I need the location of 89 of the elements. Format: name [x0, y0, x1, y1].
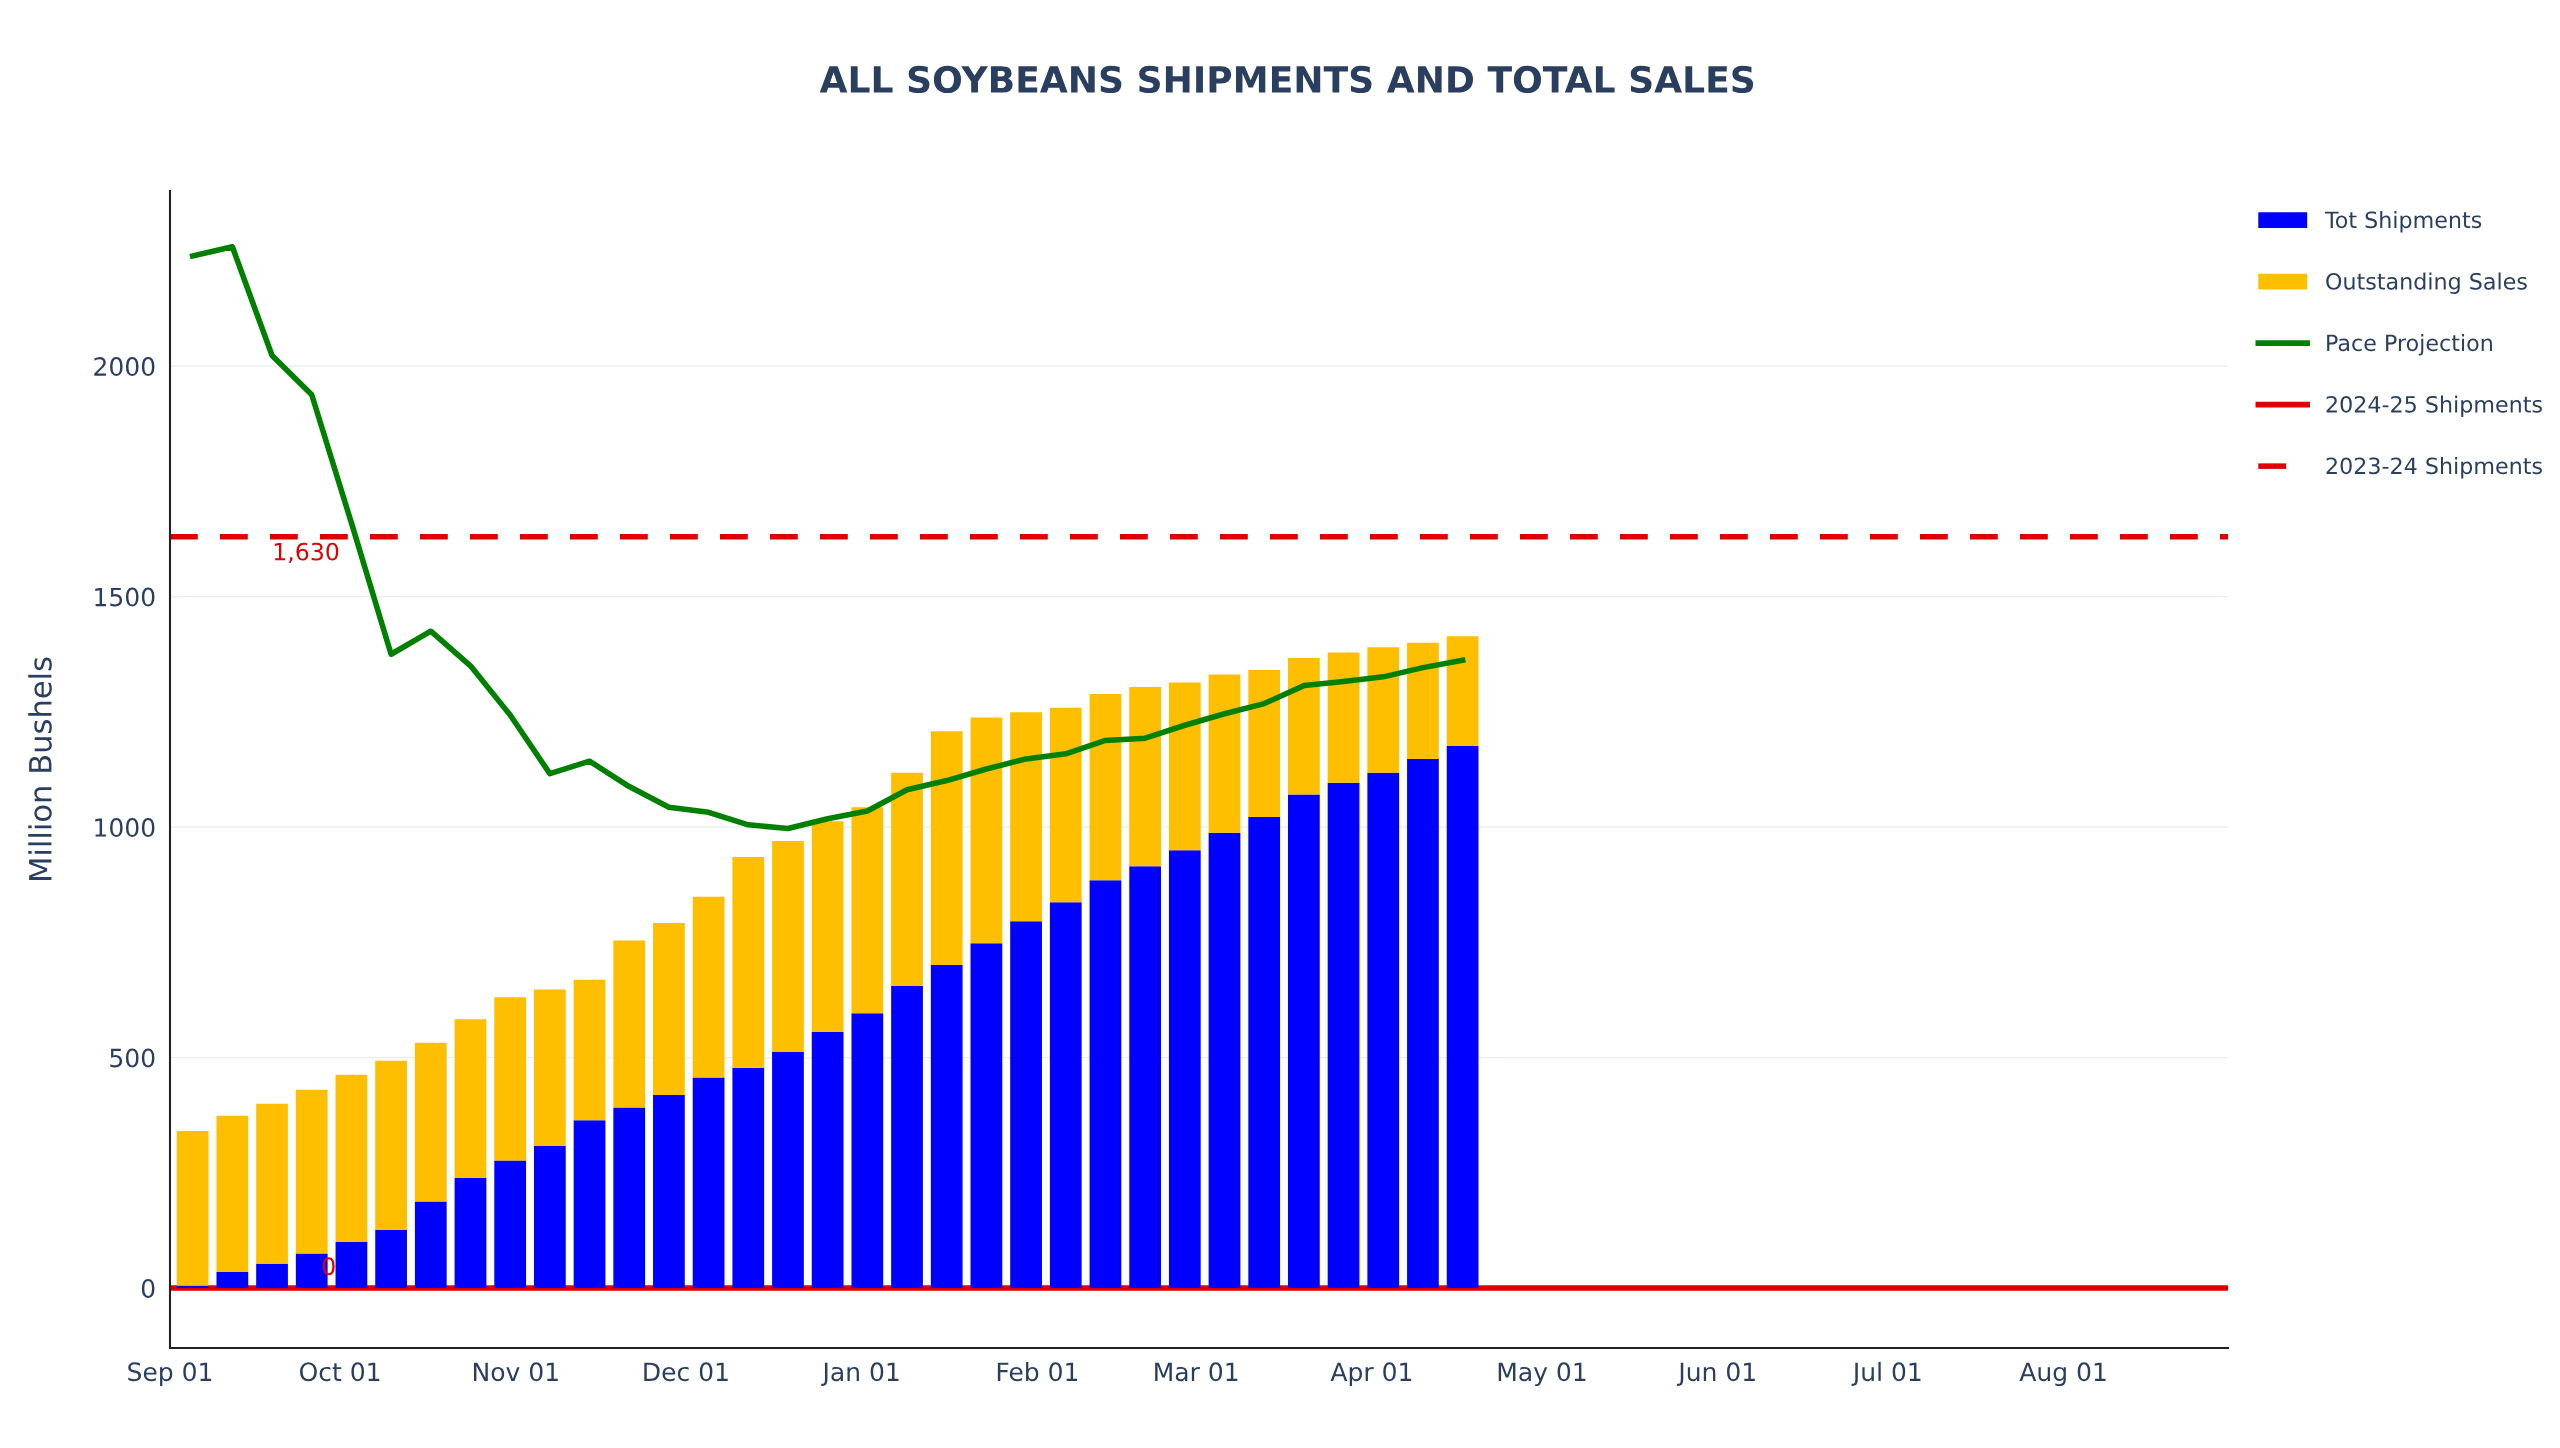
annotation: 1,630 [274, 542, 339, 563]
x-tick-label: May 01 [1498, 1362, 1586, 1387]
chart-title: ALL SOYBEANS SHIPMENTS AND TOTAL SALES [819, 65, 1754, 94]
bar [1208, 832, 1241, 1289]
bar [216, 1271, 249, 1289]
y-tick-label: 1000 [95, 818, 155, 837]
x-tick-label: Jun 01 [1677, 1362, 1755, 1386]
x-tick-label: Feb 01 [997, 1361, 1078, 1382]
bar [1407, 758, 1439, 1289]
bar [1288, 794, 1320, 1289]
bar [573, 979, 606, 1121]
bar [851, 807, 884, 1014]
bar [930, 964, 963, 1289]
legend-label: Pace Projection [2327, 334, 2492, 356]
bar [1208, 674, 1241, 833]
bar [375, 1060, 407, 1230]
bar [573, 1120, 606, 1289]
bar [1327, 782, 1360, 1289]
legend-label: Outstanding Sales [2326, 272, 2527, 295]
bar [1327, 652, 1360, 783]
bar [1446, 636, 1479, 746]
bar [533, 1145, 566, 1289]
y-tick-label: 0 [141, 1279, 155, 1298]
bar [454, 1177, 487, 1289]
bar [692, 1077, 725, 1289]
bar [256, 1263, 288, 1289]
bar [772, 840, 804, 1053]
bar [1248, 669, 1281, 817]
bar [494, 997, 527, 1161]
bar [176, 1130, 209, 1286]
bar [692, 896, 725, 1078]
x-tick-label: Jan 01 [821, 1362, 899, 1386]
bar [216, 1115, 249, 1272]
bar [335, 1241, 368, 1289]
bar [1367, 647, 1400, 773]
bar [1168, 682, 1201, 851]
bar [1089, 693, 1122, 881]
bar [1407, 642, 1439, 759]
bar [533, 989, 566, 1146]
bar [613, 1107, 646, 1289]
bar [1248, 816, 1281, 1289]
x-tick-label: Sep 01 [128, 1362, 212, 1387]
legend-label: 2024-25 Shipments [2326, 395, 2542, 418]
bar [1446, 745, 1479, 1289]
x-tick-label: Apr 01 [1330, 1362, 1412, 1387]
bar [930, 731, 963, 965]
bar [653, 923, 685, 1095]
bar [375, 1230, 407, 1289]
bar [970, 717, 1003, 944]
bar [494, 1160, 527, 1289]
bar [811, 821, 844, 1032]
bar [1168, 850, 1201, 1289]
bar [811, 1031, 844, 1289]
bar [256, 1103, 288, 1264]
bar [732, 857, 765, 1068]
bar [295, 1089, 328, 1254]
x-tick-label: Dec 01 [644, 1362, 728, 1382]
bar [1089, 880, 1122, 1289]
legend-label: 2023-24 Shipments [2326, 457, 2542, 479]
bar [891, 772, 923, 986]
bar [1129, 686, 1162, 867]
legend-label: Tot Shipments [2324, 211, 2482, 233]
bar [1288, 657, 1320, 795]
bar [653, 1094, 685, 1289]
bar [1010, 921, 1042, 1289]
bar [772, 1052, 804, 1289]
y-tick-label: 1500 [95, 587, 155, 607]
bar [1367, 772, 1400, 1289]
x-tick-label: Aug 01 [2019, 1362, 2106, 1387]
x-tick-label: Jul 01 [1851, 1361, 1921, 1386]
bar [970, 943, 1003, 1289]
x-tick-label: Mar 01 [1155, 1362, 1238, 1382]
bar [1129, 866, 1162, 1289]
bar [613, 940, 646, 1108]
bar [414, 1042, 447, 1202]
bar [454, 1019, 487, 1178]
y-tick-label: 2000 [94, 357, 155, 377]
y-tick-label: 500 [110, 1048, 155, 1068]
bar [1049, 707, 1082, 903]
bar [335, 1074, 368, 1242]
y-axis-title: Million Bushels [28, 657, 52, 880]
bar [732, 1067, 765, 1289]
bar [891, 985, 923, 1289]
x-tick-label: Oct 01 [299, 1362, 380, 1382]
bar [851, 1013, 884, 1289]
bar [1049, 902, 1082, 1289]
bar [1010, 712, 1042, 922]
x-tick-label: Nov 01 [474, 1362, 558, 1382]
bar [414, 1201, 447, 1289]
